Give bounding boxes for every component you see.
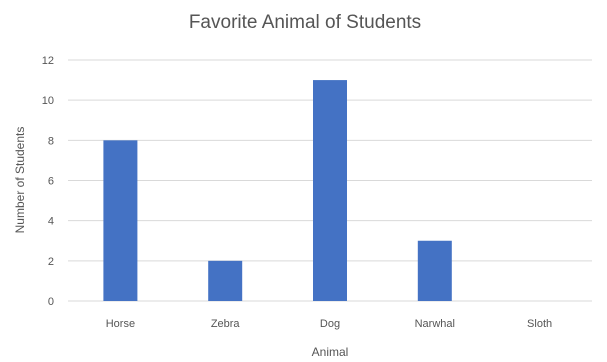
- bars: [103, 80, 452, 301]
- bar-horse: [103, 140, 138, 301]
- x-tick-label: Zebra: [211, 318, 241, 330]
- y-tick-label: 4: [48, 216, 54, 228]
- y-tick-label: 2: [48, 256, 54, 268]
- y-axis-ticks: 0 2 4 6 8 10 12: [42, 55, 54, 308]
- x-axis-label: Animal: [312, 345, 349, 359]
- y-tick-label: 6: [48, 176, 54, 188]
- chart-title: Favorite Animal of Students: [189, 12, 421, 33]
- x-tick-label: Horse: [106, 318, 135, 330]
- bar-zebra: [208, 260, 243, 301]
- x-tick-label: Narwhal: [415, 318, 455, 330]
- y-tick-label: 0: [48, 296, 54, 308]
- y-tick-label: 8: [48, 135, 54, 147]
- x-tick-label: Dog: [320, 318, 340, 330]
- bar-dog: [313, 80, 347, 301]
- bar-narwhal: [417, 240, 452, 301]
- y-axis-label: Number of Students: [13, 127, 27, 234]
- y-tick-label: 12: [42, 55, 54, 67]
- y-tick-label: 10: [42, 95, 54, 107]
- x-tick-label: Sloth: [527, 318, 552, 330]
- x-axis-ticks: Horse Zebra Dog Narwhal Sloth: [106, 318, 552, 330]
